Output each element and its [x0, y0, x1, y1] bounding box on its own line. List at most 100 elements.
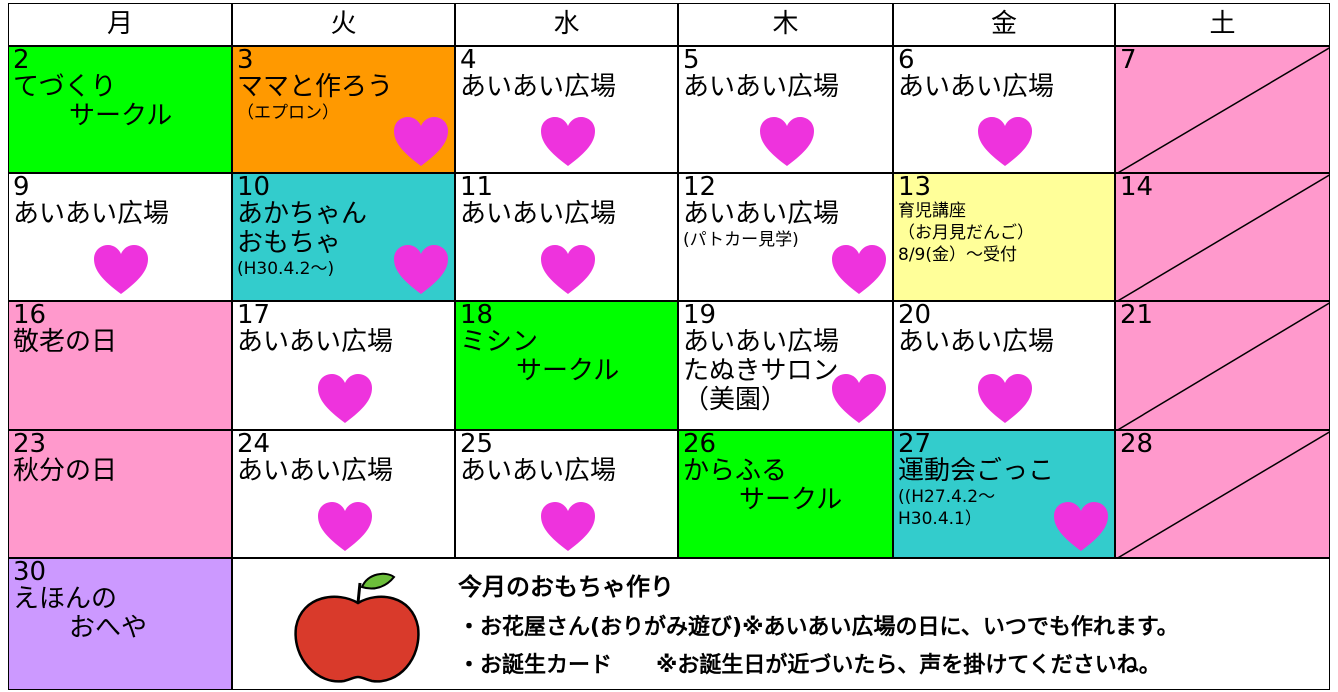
heart-icon	[540, 117, 595, 166]
day-number: 2	[13, 46, 30, 75]
cell-text: あいあい広場	[460, 199, 617, 229]
day-number: 20	[898, 301, 932, 330]
heart-icon	[540, 245, 595, 294]
note-title: 今月のおもちゃ作り	[458, 573, 674, 601]
heart-icon	[1054, 502, 1108, 551]
cell-text: あいあい広場	[237, 327, 394, 357]
day-cell: 26 からふる サークル	[678, 430, 893, 558]
day-number: 28	[1120, 430, 1154, 459]
day-number: 5	[683, 46, 700, 75]
day-cell: 9 あいあい広場	[8, 173, 232, 301]
day-number: 14	[1120, 173, 1154, 202]
note-item: ・お誕生カード ※お誕生日が近づいたら、声を掛けてくださいね。	[458, 653, 1161, 678]
day-cell: 28	[1115, 430, 1330, 558]
day-number: 13	[898, 173, 932, 202]
cell-text: あいあい広場	[237, 456, 394, 486]
cell-text: あいあい広場	[13, 199, 170, 229]
day-cell: 7	[1115, 46, 1330, 173]
cell-text: （美園）	[683, 385, 788, 415]
day-number: 17	[237, 301, 271, 330]
day-number: 27	[898, 430, 932, 459]
cell-text: 敬老の日	[13, 327, 118, 357]
cell-text: あいあい広場	[898, 327, 1055, 357]
cell-text: H30.4.1）	[898, 509, 982, 529]
cell-text: 運動会ごっこ	[898, 456, 1055, 486]
closed-slash	[1117, 431, 1329, 557]
cell-text: （お月見だんご）	[898, 223, 1034, 243]
day-cell: 4 あいあい広場	[455, 46, 678, 173]
day-cell: 23 秋分の日	[8, 430, 232, 558]
cell-text: おもちゃ	[237, 228, 342, 258]
cell-text: ((H27.4.2～	[898, 487, 996, 507]
cell-text: あいあい広場	[898, 72, 1055, 102]
day-cell: 6 あいあい広場	[893, 46, 1115, 173]
day-cell: 3 ママと作ろう （エプロン）	[232, 46, 455, 173]
cell-text: (パトカー見学)	[683, 230, 799, 250]
cell-text: ミシン	[460, 327, 539, 357]
day-number: 9	[13, 173, 30, 202]
cell-text: あいあい広場	[683, 72, 840, 102]
closed-slash	[1117, 302, 1329, 429]
day-number: 4	[460, 46, 477, 75]
closed-slash	[1117, 47, 1329, 172]
day-number: 25	[460, 430, 494, 459]
cell-text: えほんの	[13, 584, 118, 614]
day-number: 24	[237, 430, 271, 459]
heart-icon	[94, 245, 148, 294]
cell-text: たぬきサロン	[683, 356, 839, 386]
day-cell: 27 運動会ごっこ ((H27.4.2～ H30.4.1）	[893, 430, 1115, 558]
note-item: ・お花屋さん(おりがみ遊び)※あいあい広場の日に、いつでも作れます。	[458, 615, 1179, 640]
heart-icon	[317, 374, 372, 423]
day-cell: 5 あいあい広場	[678, 46, 893, 173]
day-cell: 12 あいあい広場 (パトカー見学)	[678, 173, 893, 301]
cell-text: あいあい広場	[683, 199, 840, 229]
cell-text: てづくり	[13, 72, 117, 102]
weekday-header: 水	[455, 3, 678, 46]
day-cell: 11 あいあい広場	[455, 173, 678, 301]
day-cell: 25 あいあい広場	[455, 430, 678, 558]
day-number: 7	[1120, 46, 1137, 75]
heart-icon	[759, 117, 814, 166]
weekday-header: 木	[678, 3, 893, 46]
heart-icon	[394, 245, 448, 294]
heart-icon	[978, 117, 1032, 166]
day-cell: 30 えほんの おへや	[8, 558, 232, 690]
cell-text: あいあい広場	[460, 72, 617, 102]
day-cell: 16 敬老の日	[8, 301, 232, 430]
apple-illustration	[294, 572, 420, 683]
cell-text: (H30.4.2～)	[237, 259, 335, 279]
cell-text: あかちゃん	[237, 199, 368, 229]
day-number: 23	[13, 430, 47, 459]
day-cell: 17 あいあい広場	[232, 301, 455, 430]
weekday-header: 月	[8, 3, 232, 46]
day-number: 10	[237, 173, 271, 202]
heart-icon	[832, 245, 886, 294]
day-cell: 21	[1115, 301, 1330, 430]
cell-text: サークル	[739, 485, 843, 515]
cell-text: おへや	[69, 613, 148, 643]
cell-text: サークル	[69, 101, 173, 131]
weekday-header: 金	[893, 3, 1115, 46]
cell-text: 8/9(金）～受付	[898, 245, 1017, 265]
heart-icon	[832, 374, 886, 423]
closed-slash	[1117, 174, 1329, 300]
cell-text: あいあい広場	[460, 456, 617, 486]
day-number: 19	[683, 301, 717, 330]
day-cell: 2 てづくり サークル	[8, 46, 232, 173]
day-number: 3	[237, 46, 254, 75]
day-number: 12	[683, 173, 717, 202]
day-number: 30	[13, 558, 47, 587]
day-cell: 24 あいあい広場	[232, 430, 455, 558]
day-number: 26	[683, 430, 717, 459]
weekday-header: 土	[1115, 3, 1330, 46]
cell-text: あいあい広場	[683, 327, 840, 357]
day-cell: 13 育児講座 （お月見だんご） 8/9(金）～受付	[893, 173, 1115, 301]
day-cell: 14	[1115, 173, 1330, 301]
day-cell: 19 あいあい広場 たぬきサロン （美園）	[678, 301, 893, 430]
cell-text: ママと作ろう	[237, 72, 394, 102]
heart-icon	[394, 117, 448, 166]
note-area: 今月のおもちゃ作り・お花屋さん(おりがみ遊び)※あいあい広場の日に、いつでも作れ…	[232, 558, 1330, 690]
cell-text: からふる	[683, 456, 788, 486]
heart-icon	[317, 502, 372, 551]
